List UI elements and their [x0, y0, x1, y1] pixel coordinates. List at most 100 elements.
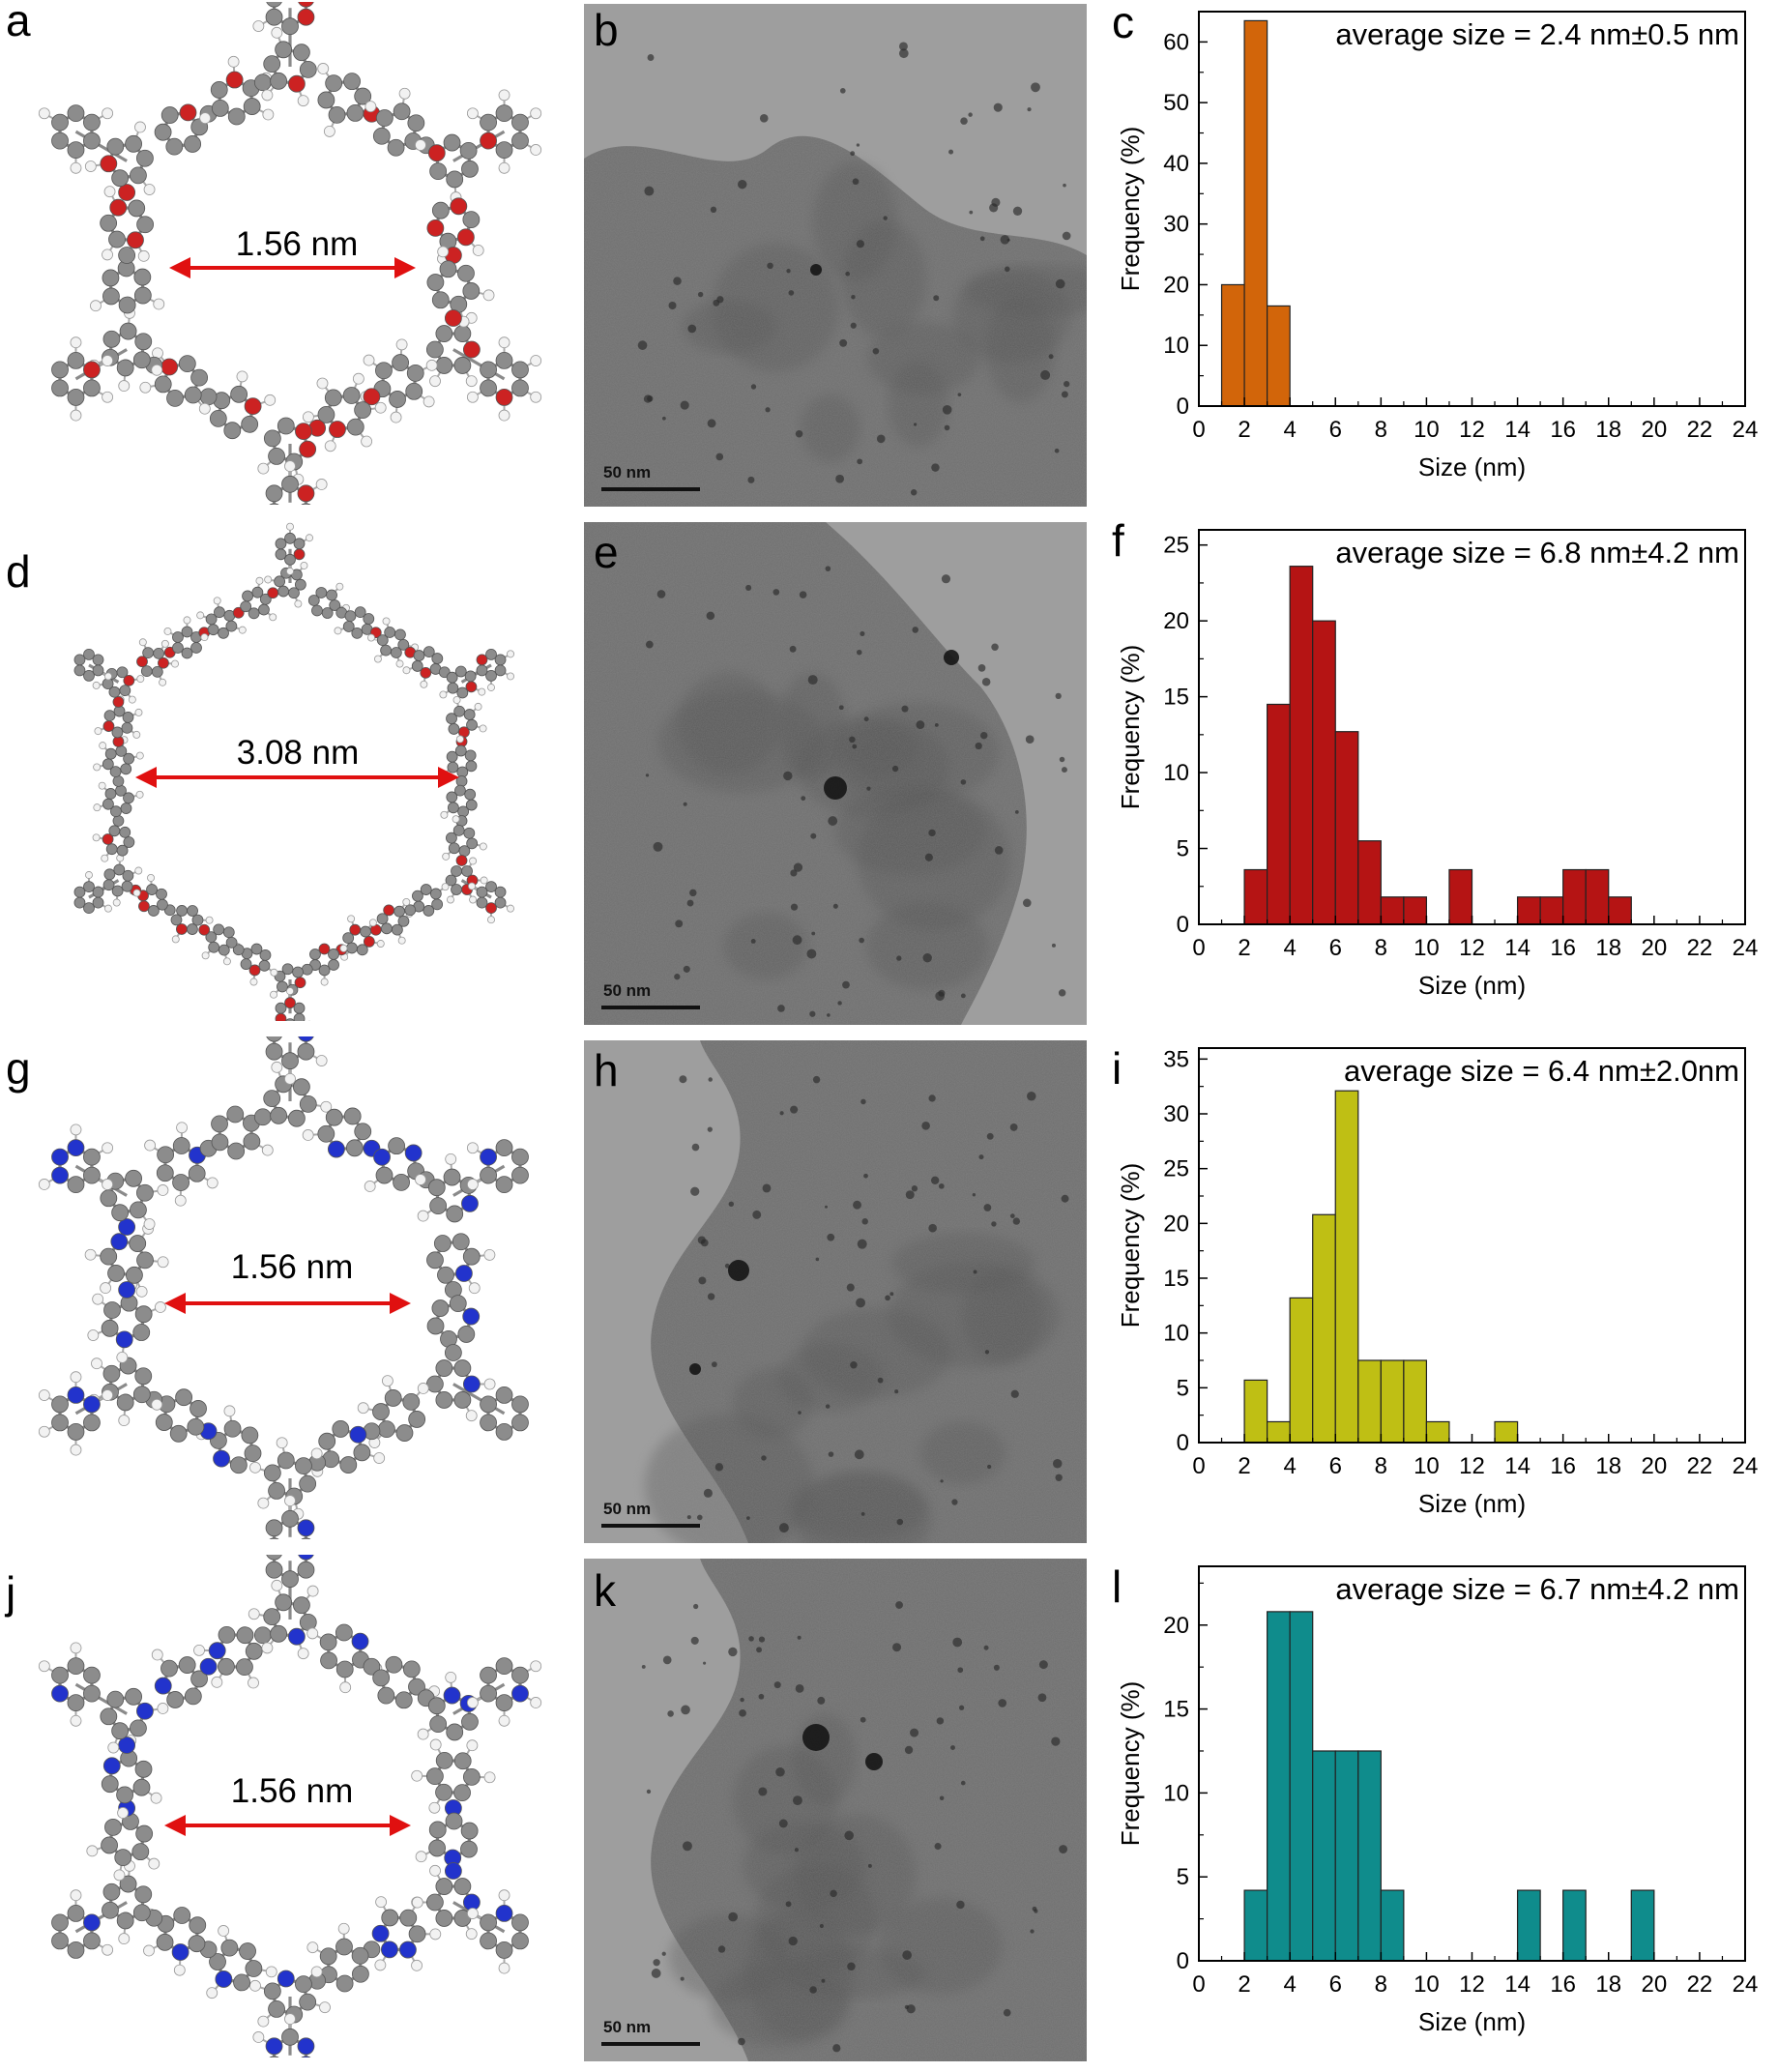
- framework-structure-j: 1.56 nm: [10, 1555, 566, 2057]
- y-axis-label: Frequency (%): [1116, 1163, 1145, 1328]
- pore-size-label-g: 1.56 nm: [231, 1248, 353, 1286]
- x-tick-label: 24: [1733, 935, 1759, 961]
- histogram-bar: [1335, 1751, 1358, 1961]
- x-tick-label: 0: [1192, 935, 1205, 961]
- histogram-bar: [1518, 897, 1541, 924]
- histogram-bar: [1290, 1612, 1313, 1961]
- histogram-bar: [1335, 732, 1358, 924]
- x-tick-label: 10: [1414, 1971, 1440, 1998]
- x-tick-label: 16: [1550, 1453, 1576, 1479]
- x-axis-label: Size (nm): [1418, 1489, 1526, 1518]
- y-tick-label: 0: [1177, 912, 1189, 938]
- histogram-bar: [1268, 704, 1291, 924]
- x-tick-label: 18: [1595, 935, 1621, 961]
- tem-image-b: 50 nm: [584, 4, 1087, 507]
- x-axis-label: Size (nm): [1418, 452, 1526, 482]
- scale-bar-label-b: 50 nm: [603, 463, 651, 482]
- y-tick-label: 20: [1163, 1211, 1189, 1237]
- x-tick-label: 2: [1238, 935, 1250, 961]
- x-tick-label: 18: [1595, 1453, 1621, 1479]
- x-tick-label: 24: [1733, 417, 1759, 443]
- histogram-bar: [1381, 1890, 1404, 1961]
- y-axis-label: Frequency (%): [1116, 127, 1145, 292]
- scale-bar-k: [601, 2042, 700, 2046]
- x-tick-label: 18: [1595, 417, 1621, 443]
- x-tick-label: 12: [1459, 1971, 1485, 1998]
- x-tick-label: 12: [1459, 1453, 1485, 1479]
- x-tick-label: 22: [1687, 1453, 1713, 1479]
- framework-structure-g: 1.56 nm: [10, 1036, 566, 1539]
- x-tick-label: 10: [1414, 417, 1440, 443]
- y-tick-label: 5: [1177, 836, 1189, 862]
- histogram-bar: [1313, 621, 1336, 924]
- framework-structure-a: 1.56 nm: [10, 2, 566, 505]
- y-tick-label: 0: [1177, 394, 1189, 420]
- histogram-bar: [1358, 841, 1382, 924]
- x-tick-label: 24: [1733, 1971, 1759, 1998]
- x-tick-label: 10: [1414, 1453, 1440, 1479]
- histogram-bar: [1335, 1091, 1358, 1443]
- histogram-bar: [1268, 1612, 1291, 1961]
- tem-image-h: 50 nm: [584, 1040, 1087, 1543]
- histogram-bar: [1244, 1380, 1268, 1443]
- histogram-bar: [1244, 870, 1268, 924]
- tem-image-k: 50 nm: [584, 1559, 1087, 2061]
- x-tick-label: 10: [1414, 935, 1440, 961]
- x-tick-label: 14: [1504, 1453, 1530, 1479]
- x-axis-label: Size (nm): [1418, 971, 1526, 1000]
- x-tick-label: 12: [1459, 935, 1485, 961]
- panel-letter-e: e: [594, 526, 619, 578]
- y-tick-label: 20: [1163, 272, 1189, 298]
- x-tick-label: 6: [1329, 1453, 1342, 1479]
- scale-bar-e: [601, 1006, 700, 1009]
- x-tick-label: 8: [1375, 417, 1387, 443]
- histogram-bar: [1609, 897, 1632, 924]
- pore-arrow-a: 1.56 nm: [10, 2, 566, 505]
- y-tick-label: 10: [1163, 333, 1189, 359]
- x-tick-label: 8: [1375, 1971, 1387, 1998]
- pore-size-label-a: 1.56 nm: [236, 225, 358, 263]
- pore-size-label-j: 1.56 nm: [231, 1772, 353, 1810]
- y-tick-label: 10: [1163, 1321, 1189, 1347]
- average-size-annotation: average size = 6.8 nm±4.2 nm: [1335, 536, 1739, 569]
- histogram-bar: [1268, 1421, 1291, 1443]
- x-tick-label: 16: [1550, 1971, 1576, 1998]
- x-tick-label: 16: [1550, 935, 1576, 961]
- x-tick-label: 18: [1595, 1971, 1621, 1998]
- y-tick-label: 10: [1163, 1780, 1189, 1806]
- x-tick-label: 22: [1687, 417, 1713, 443]
- x-tick-label: 6: [1329, 935, 1342, 961]
- histogram-bar: [1586, 870, 1609, 924]
- x-tick-label: 8: [1375, 1453, 1387, 1479]
- y-axis-label: Frequency (%): [1116, 645, 1145, 810]
- y-tick-label: 0: [1177, 1430, 1189, 1456]
- x-tick-label: 12: [1459, 417, 1485, 443]
- pore-arrow-g: 1.56 nm: [10, 1036, 566, 1539]
- average-size-annotation: average size = 6.7 nm±4.2 nm: [1335, 1572, 1739, 1606]
- histogram-bar: [1358, 1751, 1382, 1961]
- y-tick-label: 25: [1163, 533, 1189, 559]
- x-tick-label: 22: [1687, 935, 1713, 961]
- histogram-bar: [1563, 870, 1587, 924]
- y-tick-label: 30: [1163, 1101, 1189, 1127]
- x-tick-label: 20: [1641, 1453, 1667, 1479]
- y-tick-label: 30: [1163, 212, 1189, 238]
- y-tick-label: 10: [1163, 760, 1189, 786]
- panel-letter-i: i: [1112, 1042, 1122, 1094]
- histogram-bar: [1404, 897, 1427, 924]
- x-tick-label: 0: [1192, 1453, 1205, 1479]
- y-axis-label: Frequency (%): [1116, 1681, 1145, 1847]
- histogram-bar: [1313, 1214, 1336, 1443]
- x-tick-label: 4: [1283, 1453, 1296, 1479]
- scale-bar-label-e: 50 nm: [603, 981, 651, 1000]
- histogram-bar: [1631, 1890, 1654, 1961]
- panel-letter-k: k: [594, 1564, 616, 1617]
- average-size-annotation: average size = 2.4 nm±0.5 nm: [1335, 17, 1739, 51]
- scale-bar-h: [601, 1524, 700, 1528]
